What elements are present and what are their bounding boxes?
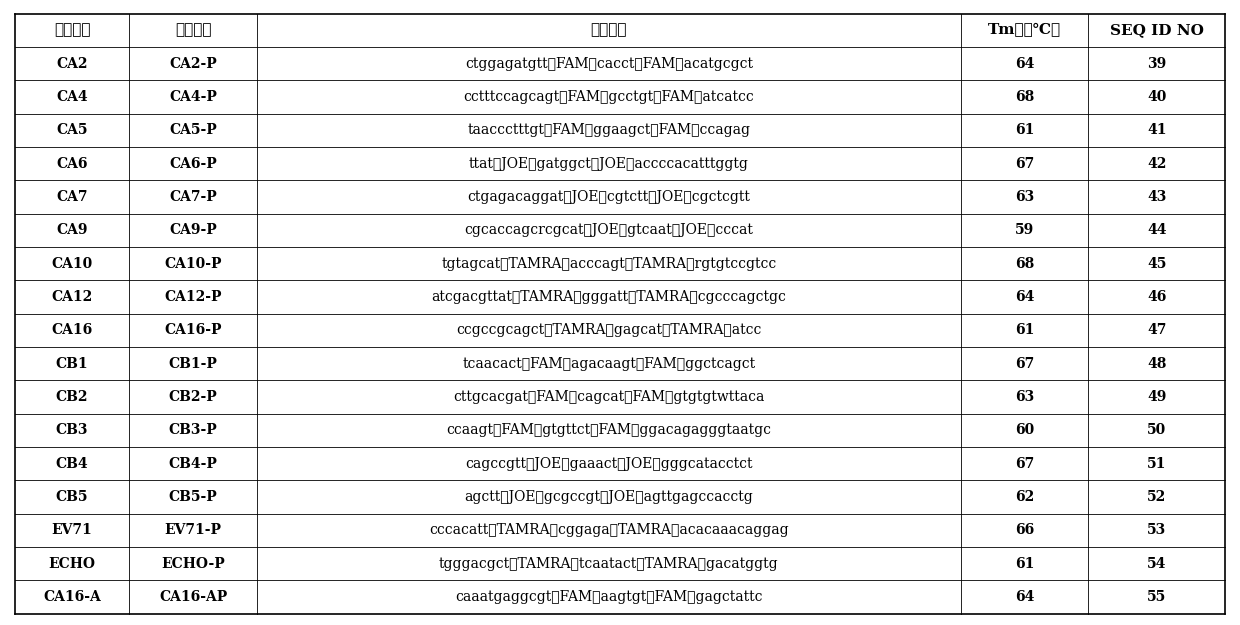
Text: CA2-P: CA2-P <box>169 57 217 71</box>
Text: 检测目标: 检测目标 <box>53 23 91 38</box>
Text: CB1-P: CB1-P <box>169 357 217 371</box>
Text: CA10: CA10 <box>52 257 93 271</box>
Text: CA16-A: CA16-A <box>43 590 100 604</box>
Text: 51: 51 <box>1147 457 1167 471</box>
Text: tgggacgct（TAMRA）tcaatact（TAMRA）gacatggtg: tgggacgct（TAMRA）tcaatact（TAMRA）gacatggtg <box>439 557 779 571</box>
Text: cgcaccagcrcgcat（JOE）gtcaat（JOE）cccat: cgcaccagcrcgcat（JOE）gtcaat（JOE）cccat <box>465 223 753 238</box>
Text: 探针序列: 探针序列 <box>590 23 627 38</box>
Text: 39: 39 <box>1147 57 1167 71</box>
Text: 66: 66 <box>1014 523 1034 538</box>
Text: 68: 68 <box>1014 257 1034 271</box>
Text: ttat（JOE）gatggct（JOE）accccacatttggtg: ttat（JOE）gatggct（JOE）accccacatttggtg <box>469 157 749 171</box>
Text: 63: 63 <box>1014 190 1034 204</box>
Text: caaatgaggcgt（FAM）aagtgt（FAM）gagctattc: caaatgaggcgt（FAM）aagtgt（FAM）gagctattc <box>455 590 763 604</box>
Text: 52: 52 <box>1147 490 1167 504</box>
Text: 50: 50 <box>1147 423 1167 438</box>
Text: 61: 61 <box>1014 557 1034 571</box>
Text: atcgacgttat（TAMRA）gggatt（TAMRA）cgcccagctgc: atcgacgttat（TAMRA）gggatt（TAMRA）cgcccagct… <box>432 290 786 304</box>
Text: CA5-P: CA5-P <box>169 123 217 138</box>
Text: CA9-P: CA9-P <box>169 223 217 238</box>
Text: CB5-P: CB5-P <box>169 490 217 504</box>
Text: CA6: CA6 <box>56 157 88 171</box>
Text: CA16-AP: CA16-AP <box>159 590 227 604</box>
Text: 61: 61 <box>1014 123 1034 138</box>
Text: taaccctttgt（FAM）ggaagct（FAM）ccagag: taaccctttgt（FAM）ggaagct（FAM）ccagag <box>467 123 750 138</box>
Text: tcaacact（FAM）agacaagt（FAM）ggctcagct: tcaacact（FAM）agacaagt（FAM）ggctcagct <box>463 357 755 371</box>
Text: 55: 55 <box>1147 590 1167 604</box>
Text: cccacatt（TAMRA）cggaga（TAMRA）acacaaacaggag: cccacatt（TAMRA）cggaga（TAMRA）acacaaacagga… <box>429 523 789 538</box>
Text: ctggagatgtt（FAM）cacct（FAM）acatgcgct: ctggagatgtt（FAM）cacct（FAM）acatgcgct <box>465 57 753 71</box>
Text: CB2: CB2 <box>56 390 88 404</box>
Text: 67: 67 <box>1014 157 1034 171</box>
Text: EV71: EV71 <box>52 523 93 538</box>
Text: 49: 49 <box>1147 390 1167 404</box>
Text: 62: 62 <box>1014 490 1034 504</box>
Text: 67: 67 <box>1014 357 1034 371</box>
Text: 54: 54 <box>1147 557 1167 571</box>
Text: CA5: CA5 <box>56 123 88 138</box>
Text: CA7: CA7 <box>56 190 88 204</box>
Text: CB2-P: CB2-P <box>169 390 217 404</box>
Text: 探针代码: 探针代码 <box>175 23 211 38</box>
Text: 67: 67 <box>1014 457 1034 471</box>
Text: CA10-P: CA10-P <box>165 257 222 271</box>
Text: CA7-P: CA7-P <box>169 190 217 204</box>
Text: CB5: CB5 <box>56 490 88 504</box>
Text: 60: 60 <box>1014 423 1034 438</box>
Text: cagccgtt（JOE）gaaact（JOE）gggcatacctct: cagccgtt（JOE）gaaact（JOE）gggcatacctct <box>465 457 753 471</box>
Text: ECHO: ECHO <box>48 557 95 571</box>
Text: 63: 63 <box>1014 390 1034 404</box>
Text: ccgccgcagct（TAMRA）gagcat（TAMRA）atcc: ccgccgcagct（TAMRA）gagcat（TAMRA）atcc <box>456 323 761 338</box>
Text: CB4: CB4 <box>56 457 88 471</box>
Text: CA12: CA12 <box>52 290 93 304</box>
Text: CA12-P: CA12-P <box>165 290 222 304</box>
Text: 40: 40 <box>1147 90 1167 104</box>
Text: CA2: CA2 <box>56 57 88 71</box>
Text: 46: 46 <box>1147 290 1167 304</box>
Text: 53: 53 <box>1147 523 1167 538</box>
Text: ECHO-P: ECHO-P <box>161 557 224 571</box>
Text: CA16: CA16 <box>52 323 93 338</box>
Text: CA6-P: CA6-P <box>169 157 217 171</box>
Text: 48: 48 <box>1147 357 1167 371</box>
Text: SEQ ID NO: SEQ ID NO <box>1110 23 1204 38</box>
Text: 47: 47 <box>1147 323 1167 338</box>
Text: 64: 64 <box>1014 590 1034 604</box>
Text: EV71-P: EV71-P <box>165 523 222 538</box>
Text: CB1: CB1 <box>56 357 88 371</box>
Text: 41: 41 <box>1147 123 1167 138</box>
Text: cttgcacgat（FAM）cagcat（FAM）gtgtgtwttaca: cttgcacgat（FAM）cagcat（FAM）gtgtgtwttaca <box>453 390 765 404</box>
Text: 45: 45 <box>1147 257 1167 271</box>
Text: 64: 64 <box>1014 290 1034 304</box>
Text: 44: 44 <box>1147 223 1167 238</box>
Text: 59: 59 <box>1014 223 1034 238</box>
Text: CA16-P: CA16-P <box>165 323 222 338</box>
Text: CA9: CA9 <box>56 223 88 238</box>
Text: 68: 68 <box>1014 90 1034 104</box>
Text: ctgagacaggat（JOE）cgtctt（JOE）cgctcgtt: ctgagacaggat（JOE）cgtctt（JOE）cgctcgtt <box>467 190 750 204</box>
Text: 61: 61 <box>1014 323 1034 338</box>
Text: CB3: CB3 <box>56 423 88 438</box>
Text: agctt（JOE）gcgccgt（JOE）agttgagccacctg: agctt（JOE）gcgccgt（JOE）agttgagccacctg <box>465 490 753 504</box>
Text: CA4-P: CA4-P <box>169 90 217 104</box>
Text: 42: 42 <box>1147 157 1167 171</box>
Text: Tm值（℃）: Tm值（℃） <box>988 23 1061 38</box>
Text: CB4-P: CB4-P <box>169 457 217 471</box>
Text: CA4: CA4 <box>56 90 88 104</box>
Text: ccaagt（FAM）gtgttct（FAM）ggacagagggtaatgc: ccaagt（FAM）gtgttct（FAM）ggacagagggtaatgc <box>446 423 771 438</box>
Text: cctttccagcagt（FAM）gcctgt（FAM）atcatcc: cctttccagcagt（FAM）gcctgt（FAM）atcatcc <box>464 90 754 104</box>
Text: CB3-P: CB3-P <box>169 423 217 438</box>
Text: tgtagcat（TAMRA）acccagt（TAMRA）rgtgtccgtcc: tgtagcat（TAMRA）acccagt（TAMRA）rgtgtccgtcc <box>441 257 776 271</box>
Text: 43: 43 <box>1147 190 1167 204</box>
Text: 64: 64 <box>1014 57 1034 71</box>
